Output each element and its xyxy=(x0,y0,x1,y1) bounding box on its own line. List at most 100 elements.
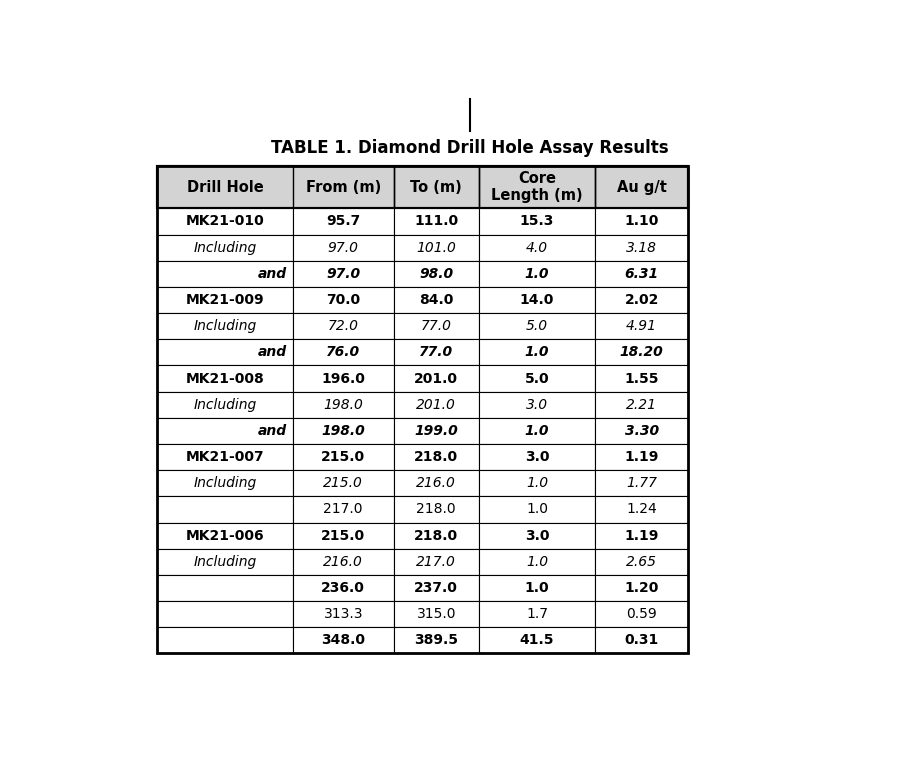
Bar xyxy=(157,470,293,496)
Text: 217.0: 217.0 xyxy=(324,502,363,516)
Bar xyxy=(157,601,293,627)
Bar xyxy=(293,365,393,392)
Text: 3.18: 3.18 xyxy=(626,241,657,255)
Bar xyxy=(157,444,293,470)
Bar xyxy=(595,235,688,261)
Bar xyxy=(479,313,595,339)
Bar xyxy=(157,166,688,653)
Text: 4.91: 4.91 xyxy=(626,319,657,333)
Bar xyxy=(157,261,293,287)
Text: Au g/t: Au g/t xyxy=(617,180,667,195)
Bar xyxy=(393,365,479,392)
Bar xyxy=(479,208,595,235)
Text: MK21-010: MK21-010 xyxy=(185,214,264,228)
Bar xyxy=(479,575,595,601)
Text: 3.30: 3.30 xyxy=(624,424,658,438)
Text: 98.0: 98.0 xyxy=(419,267,453,281)
Text: 5.0: 5.0 xyxy=(526,319,548,333)
Text: 77.0: 77.0 xyxy=(421,319,452,333)
Bar xyxy=(595,261,688,287)
Bar xyxy=(293,627,393,653)
Bar xyxy=(293,261,393,287)
Bar xyxy=(293,313,393,339)
Bar xyxy=(479,444,595,470)
Text: 97.0: 97.0 xyxy=(326,267,360,281)
Text: 237.0: 237.0 xyxy=(414,581,458,595)
Bar xyxy=(293,522,393,549)
Bar xyxy=(293,549,393,575)
Bar xyxy=(293,444,393,470)
Text: 95.7: 95.7 xyxy=(326,214,360,228)
Text: 2.02: 2.02 xyxy=(624,293,658,307)
Text: 1.10: 1.10 xyxy=(624,214,658,228)
Bar xyxy=(595,287,688,313)
Text: 1.0: 1.0 xyxy=(525,345,549,359)
Bar xyxy=(393,166,479,208)
Bar xyxy=(393,575,479,601)
Text: 18.20: 18.20 xyxy=(620,345,664,359)
Bar xyxy=(393,444,479,470)
Bar xyxy=(595,627,688,653)
Bar xyxy=(157,365,293,392)
Bar xyxy=(595,601,688,627)
Text: 215.0: 215.0 xyxy=(321,529,365,543)
Bar xyxy=(479,365,595,392)
Text: 201.0: 201.0 xyxy=(416,398,456,412)
Bar xyxy=(479,392,595,418)
Bar xyxy=(157,575,293,601)
Bar xyxy=(479,418,595,444)
Bar xyxy=(157,522,293,549)
Bar xyxy=(157,235,293,261)
Text: and: and xyxy=(258,267,287,281)
Text: 6.31: 6.31 xyxy=(624,267,658,281)
Text: 389.5: 389.5 xyxy=(414,633,458,647)
Bar xyxy=(393,549,479,575)
Text: 1.77: 1.77 xyxy=(626,476,657,490)
Text: 70.0: 70.0 xyxy=(326,293,360,307)
Bar xyxy=(595,208,688,235)
Text: Including: Including xyxy=(193,398,257,412)
Text: 1.24: 1.24 xyxy=(626,502,657,516)
Text: 3.0: 3.0 xyxy=(525,450,549,464)
Text: 1.19: 1.19 xyxy=(624,529,658,543)
Text: 199.0: 199.0 xyxy=(414,424,458,438)
Bar xyxy=(157,313,293,339)
Text: TABLE 1. Diamond Drill Hole Assay Results: TABLE 1. Diamond Drill Hole Assay Result… xyxy=(271,139,668,157)
Bar xyxy=(479,470,595,496)
Text: MK21-009: MK21-009 xyxy=(186,293,264,307)
Bar xyxy=(293,418,393,444)
Text: 41.5: 41.5 xyxy=(520,633,554,647)
Text: Core
Length (m): Core Length (m) xyxy=(492,171,583,204)
Bar xyxy=(393,287,479,313)
Text: MK21-008: MK21-008 xyxy=(185,372,264,385)
Text: To (m): To (m) xyxy=(411,180,462,195)
Bar xyxy=(393,601,479,627)
Bar xyxy=(393,313,479,339)
Text: 196.0: 196.0 xyxy=(321,372,365,385)
Text: 348.0: 348.0 xyxy=(321,633,365,647)
Text: 0.59: 0.59 xyxy=(626,607,657,622)
Text: 3.0: 3.0 xyxy=(525,529,549,543)
Text: 215.0: 215.0 xyxy=(324,476,363,490)
Bar xyxy=(393,470,479,496)
Text: Including: Including xyxy=(193,241,257,255)
Bar xyxy=(595,166,688,208)
Bar xyxy=(393,522,479,549)
Text: 215.0: 215.0 xyxy=(321,450,365,464)
Bar xyxy=(293,601,393,627)
Bar xyxy=(479,522,595,549)
Text: 1.55: 1.55 xyxy=(624,372,659,385)
Text: 218.0: 218.0 xyxy=(414,450,458,464)
Bar xyxy=(595,496,688,522)
Text: Including: Including xyxy=(193,319,257,333)
Text: Drill Hole: Drill Hole xyxy=(187,180,263,195)
Bar xyxy=(393,418,479,444)
Bar xyxy=(479,549,595,575)
Text: 101.0: 101.0 xyxy=(416,241,456,255)
Text: Including: Including xyxy=(193,555,257,569)
Bar xyxy=(157,287,293,313)
Bar xyxy=(393,235,479,261)
Bar xyxy=(157,339,293,365)
Bar xyxy=(479,627,595,653)
Bar xyxy=(293,287,393,313)
